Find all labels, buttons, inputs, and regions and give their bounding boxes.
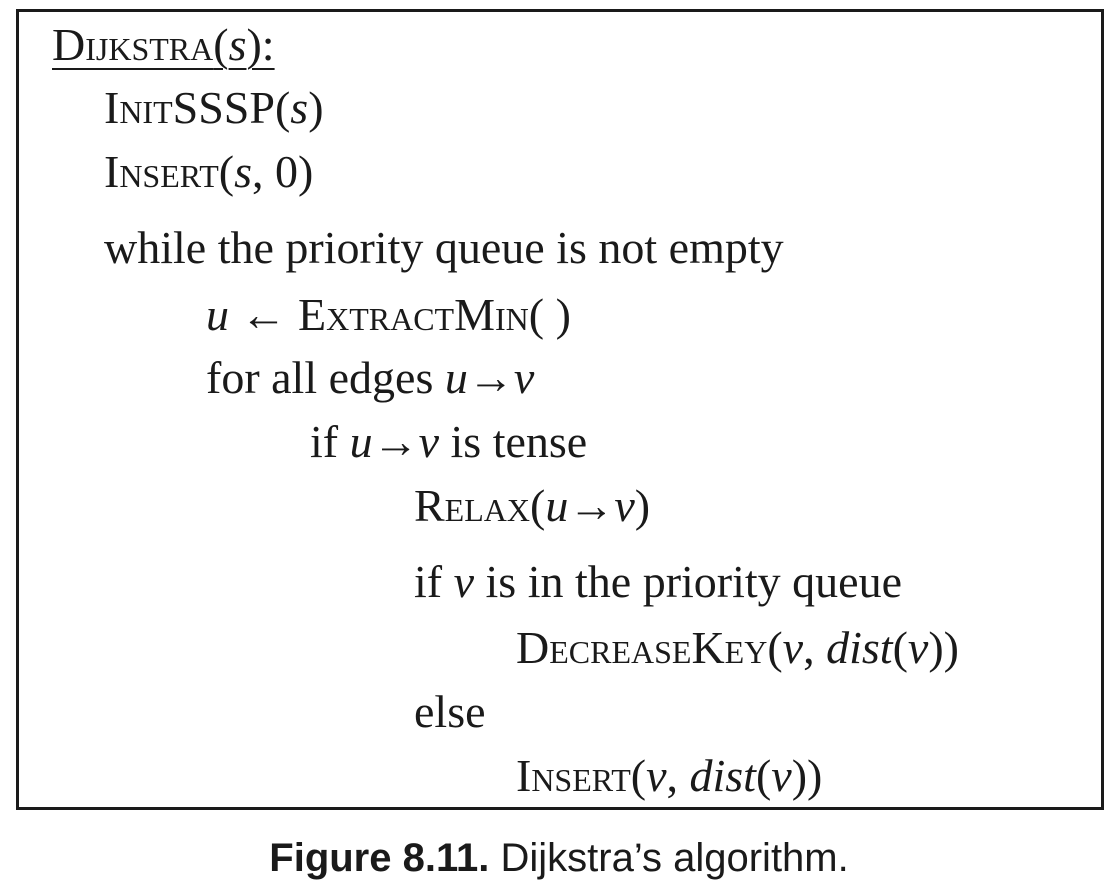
line-while-loop: while the priority queue is not empty xyxy=(104,222,784,273)
line-if-in-queue: if v is in the priority queue xyxy=(414,556,903,607)
line-insert-vertex: Insert(v, dist(v)) xyxy=(516,750,823,801)
line-decrease-key: DecreaseKey(v, dist(v)) xyxy=(516,622,959,673)
line-relax: Relax(u→v) xyxy=(414,480,651,531)
figure-label: Figure 8.11. xyxy=(269,836,490,880)
figure-caption: Figure 8.11. Dijkstra’s algorithm. xyxy=(0,834,1118,882)
algorithm-header: Dijkstra(s): xyxy=(52,19,275,71)
line-init-sssp: InitSSSP(s) xyxy=(104,82,324,133)
procedure-name: Dijkstra xyxy=(52,19,214,70)
line-else: else xyxy=(414,686,486,737)
line-insert-source: Insert(s, 0) xyxy=(104,146,314,197)
figure-description: Dijkstra’s algorithm. xyxy=(489,836,849,880)
line-for-edges: for all edges u→v xyxy=(206,352,535,403)
line-if-tense: if u→v is tense xyxy=(310,416,588,467)
line-extract-min: u ← ExtractMin( ) xyxy=(206,289,571,340)
parameter: s xyxy=(228,19,247,70)
algorithm-box xyxy=(16,9,1104,810)
algorithm-signature: Dijkstra(s): xyxy=(52,19,275,70)
